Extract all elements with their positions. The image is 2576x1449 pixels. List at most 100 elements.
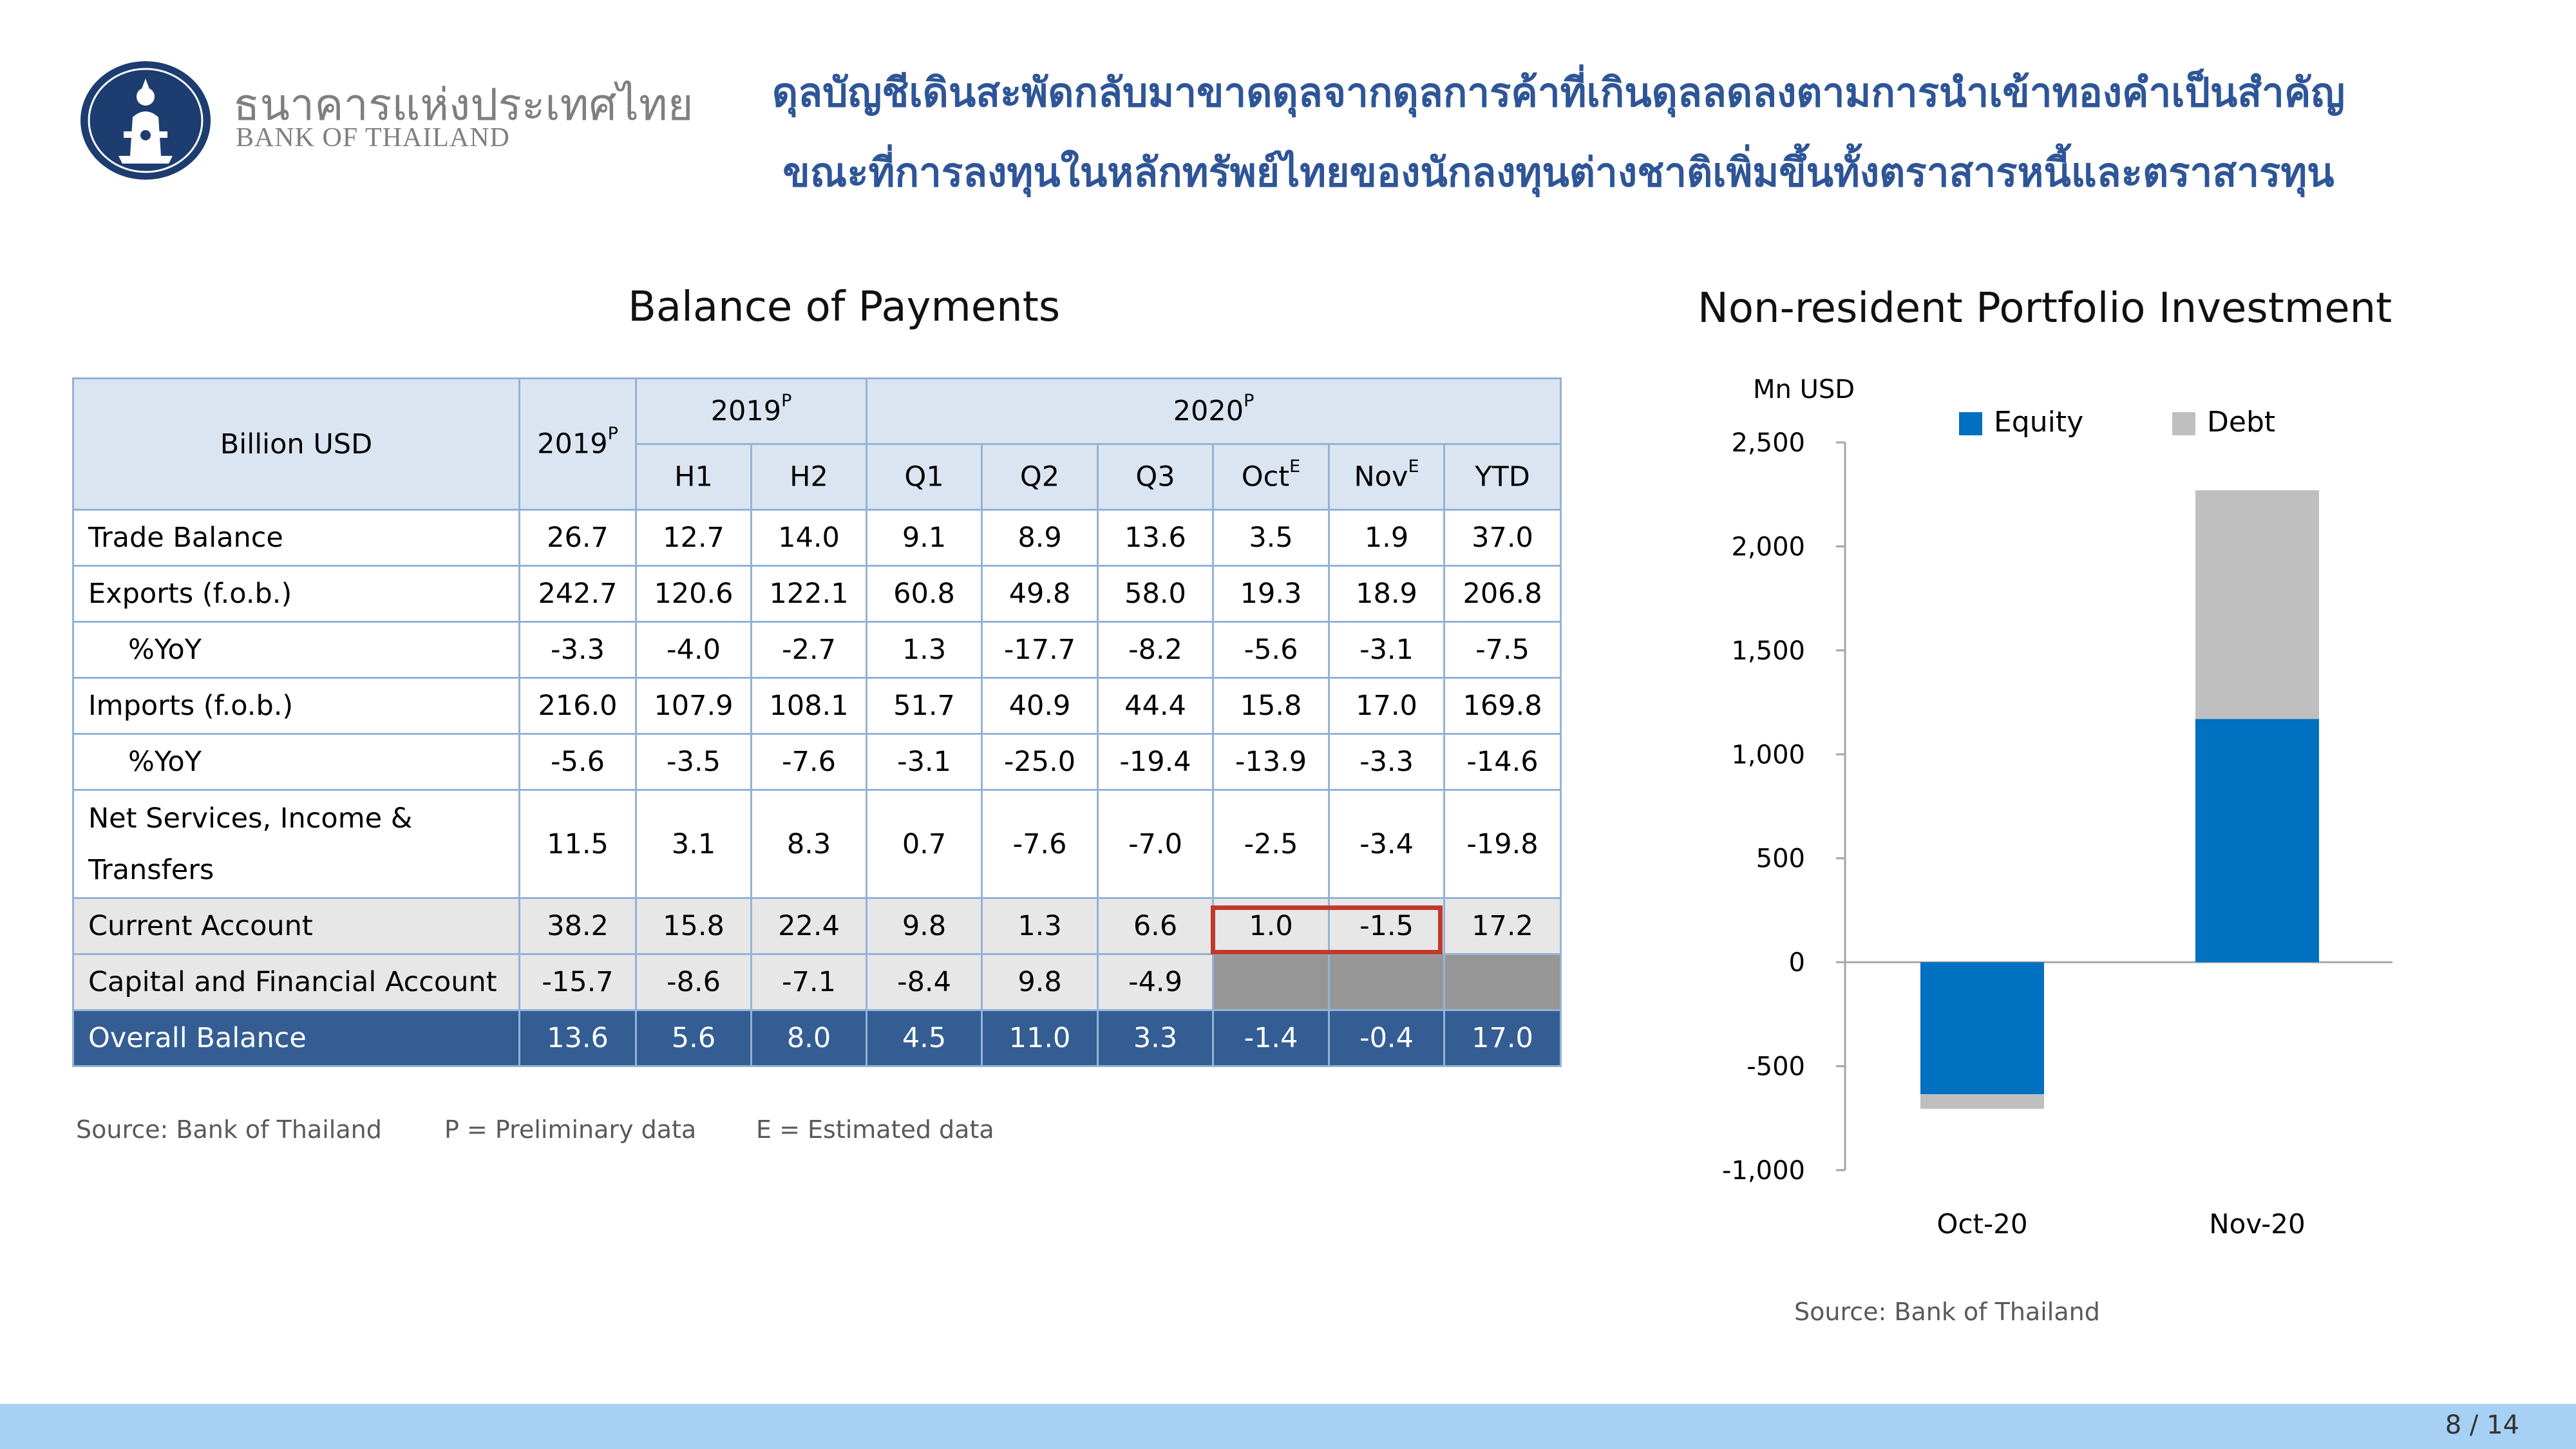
table-cell: 8.9 [981, 509, 1099, 567]
x-tick-label: Nov-20 [2209, 1208, 2305, 1240]
table-cell: 51.7 [866, 677, 983, 735]
table-cell: 108.1 [750, 677, 868, 735]
header-group-2019: 2019P [634, 377, 868, 445]
subheader-cell: NovE [1328, 443, 1446, 511]
table-title: Balance of Payments [628, 283, 1061, 331]
y-tick-label: 500 [1756, 844, 1805, 874]
table-row: %YoY -3.3 -4.0 -2.7 1.3 -17.7 -8.2 -5.6 … [72, 621, 1562, 679]
note-preliminary: P = Preliminary data [444, 1115, 697, 1144]
table-source: Source: Bank of Thailand [76, 1115, 382, 1144]
empty-cell [1212, 953, 1331, 1011]
table-cell: -25.0 [981, 733, 1099, 791]
y-tick-label: 1,500 [1731, 636, 1805, 666]
table-cell: 19.3 [1212, 565, 1331, 623]
bar-segment-equity [2195, 719, 2319, 963]
table-cell: -3.4 [1328, 789, 1446, 899]
chart-source: Source: Bank of Thailand [1794, 1298, 2100, 1326]
subheader-cell: YTD [1443, 443, 1562, 511]
chart-bars [1920, 490, 2319, 1109]
header-group-2020: 2020P [866, 377, 1562, 445]
legend-label-debt: Debt [2207, 406, 2275, 439]
table-cell: -7.6 [981, 789, 1099, 899]
table-cell: -5.6 [1212, 621, 1331, 679]
table-cell: -1.4 [1212, 1009, 1331, 1067]
table-cell: -2.7 [750, 621, 868, 679]
table-cell: 26.7 [518, 509, 637, 567]
legend-swatch-debt [2172, 412, 2195, 435]
table-cell: 38.2 [518, 897, 637, 955]
table-row: Imports (f.o.b.) 216.0 107.9 108.1 51.7 … [72, 677, 1562, 735]
note-estimated: E = Estimated data [756, 1115, 994, 1144]
table-cell: -8.4 [866, 953, 983, 1011]
subheader-cell: Q1 [866, 443, 983, 511]
y-tick-label: 1,000 [1731, 740, 1805, 770]
table-cell: 3.5 [1212, 509, 1331, 567]
table-row: Capital and Financial Account -15.7 -8.6… [72, 953, 1562, 1011]
table-cell: 216.0 [518, 677, 637, 735]
chart-title: Non-resident Portfolio Investment [1698, 285, 2392, 332]
table-cell: -4.9 [1097, 953, 1215, 1011]
legend-label-equity: Equity [1994, 406, 2083, 439]
bank-of-thailand-seal-icon [79, 59, 213, 182]
table-cell: 8.3 [750, 789, 868, 899]
table-cell: -3.5 [635, 733, 752, 791]
table-cell: 14.0 [750, 509, 868, 567]
table-cell: 37.0 [1443, 509, 1562, 567]
table-cell: 17.0 [1328, 677, 1446, 735]
logo-english-wordmark: BANK OF THAILAND [236, 123, 510, 153]
table-cell: 122.1 [750, 565, 868, 623]
table-cell: -8.6 [635, 953, 752, 1011]
row-label: %YoY [72, 733, 520, 791]
table-cell: -7.1 [750, 953, 868, 1011]
table-cell: 9.1 [866, 509, 983, 567]
table-cell: 1.3 [981, 897, 1099, 955]
table-cell: 15.8 [635, 897, 752, 955]
table-cell: 17.0 [1443, 1009, 1562, 1067]
bar-segment-debt [2195, 490, 2319, 719]
table-cell: -13.9 [1212, 733, 1331, 791]
table-cell: -2.5 [1212, 789, 1331, 899]
table-cell: 13.6 [1097, 509, 1215, 567]
table-cell: 107.9 [635, 677, 752, 735]
table-cell: 49.8 [981, 565, 1099, 623]
table-cell: 58.0 [1097, 565, 1215, 623]
table-cell: 8.0 [750, 1009, 868, 1067]
headline-line-2: ขณะที่การลงทุนในหลักทรัพย์ไทยของนักลงทุน… [782, 149, 2334, 196]
subheader-cell: Q2 [981, 443, 1099, 511]
table-cell: 206.8 [1443, 565, 1562, 623]
row-label: Net Services, Income & Transfers [72, 789, 520, 899]
empty-cell [1328, 953, 1446, 1011]
table-cell: 17.2 [1443, 897, 1562, 955]
subheader-cell: H1 [635, 443, 752, 511]
portfolio-investment-chart: Mn USD Equity Debt -1,000 -500 0 500 1,000 1,5… [1722, 375, 2392, 1240]
table-row: Exports (f.o.b.) 242.7 120.6 122.1 60.8 … [72, 565, 1562, 623]
x-axis-labels: Oct-20 Nov-20 [1937, 1208, 2305, 1240]
table-cell: -17.7 [981, 621, 1099, 679]
table-cell: 242.7 [518, 565, 637, 623]
y-tick-label: -500 [1747, 1052, 1805, 1082]
legend-swatch-equity [1959, 412, 1982, 435]
table-cell: 11.0 [981, 1009, 1099, 1067]
table-cell: 4.5 [866, 1009, 983, 1067]
subheader-cell: OctE [1212, 443, 1331, 511]
y-tick-label: -1,000 [1722, 1156, 1805, 1186]
table-row: %YoY -5.6 -3.5 -7.6 -3.1 -25.0 -19.4 -13… [72, 733, 1562, 791]
table-cell: 13.6 [518, 1009, 637, 1067]
row-label: Capital and Financial Account [72, 953, 520, 1011]
table-cell: 40.9 [981, 677, 1099, 735]
table-cell: 3.1 [635, 789, 752, 899]
table-cell: -3.3 [1328, 733, 1446, 791]
table-cell: -19.8 [1443, 789, 1562, 899]
table-cell: -15.7 [518, 953, 637, 1011]
row-label: Exports (f.o.b.) [72, 565, 520, 623]
current-account-highlight-box [1211, 905, 1443, 954]
table-cell: -14.6 [1443, 733, 1562, 791]
table-cell: 12.7 [635, 509, 752, 567]
footer-bar: 8 / 14 [0, 1404, 2576, 1449]
table-row: Net Services, Income & Transfers 11.5 3.… [72, 789, 1562, 899]
table-cell: 18.9 [1328, 565, 1446, 623]
table-cell: -4.0 [635, 621, 752, 679]
row-label: Current Account [72, 897, 520, 955]
row-label: Imports (f.o.b.) [72, 677, 520, 735]
x-tick-label: Oct-20 [1937, 1208, 2027, 1240]
